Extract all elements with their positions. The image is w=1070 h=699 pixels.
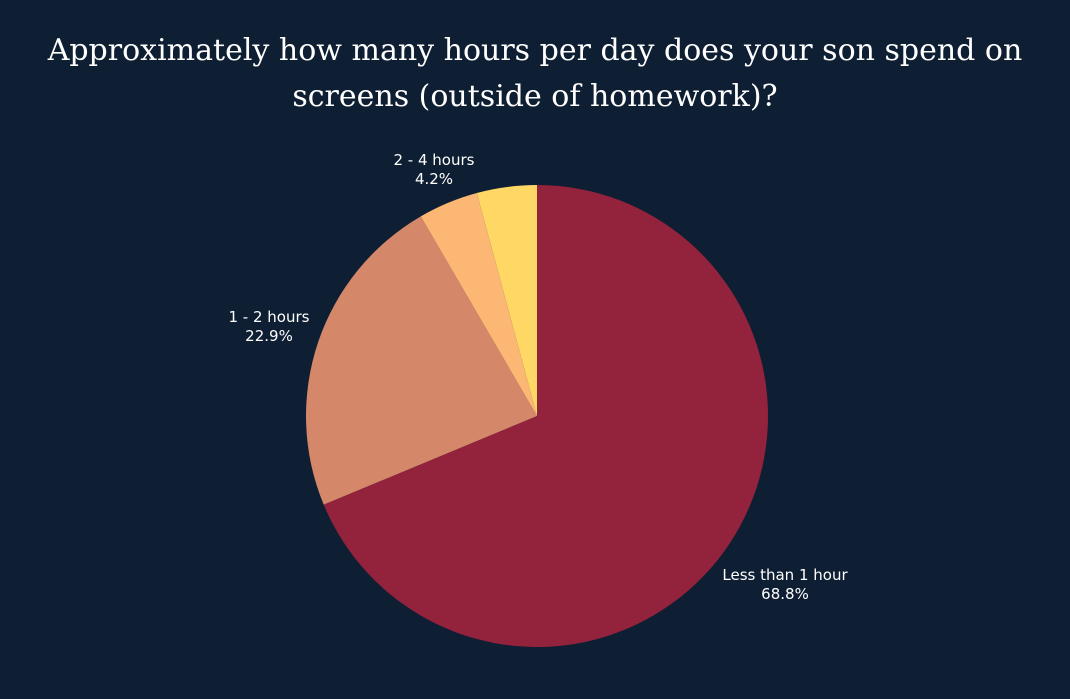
pie-slice-3: [420, 192, 537, 416]
slice-category-label: 1 - 2 hours: [229, 308, 310, 326]
slice-label-3: 2 - 4 hours 4.2%: [394, 151, 475, 188]
slice-value-label: 22.9%: [245, 327, 293, 345]
pie-slices: [306, 185, 769, 647]
slice-label-2: 1 - 2 hours 22.9%: [229, 308, 310, 345]
pie-slice-4: [476, 185, 537, 416]
slice-category-label: Less than 1 hour: [722, 566, 848, 584]
pie-slice-2: [306, 216, 537, 505]
pie-labels: Less than 1 hour 68.8% 1 - 2 hours 22.9% 2 -…: [229, 151, 849, 603]
slice-value-label: 4.2%: [415, 170, 453, 188]
slice-label-1: Less than 1 hour 68.8%: [722, 566, 848, 603]
pie-slice-1: [323, 185, 769, 647]
slice-category-label: 2 - 4 hours: [394, 151, 475, 169]
chart-title: Approximately how many hours per day doe…: [47, 33, 1023, 114]
slice-value-label: 68.8%: [761, 585, 809, 603]
